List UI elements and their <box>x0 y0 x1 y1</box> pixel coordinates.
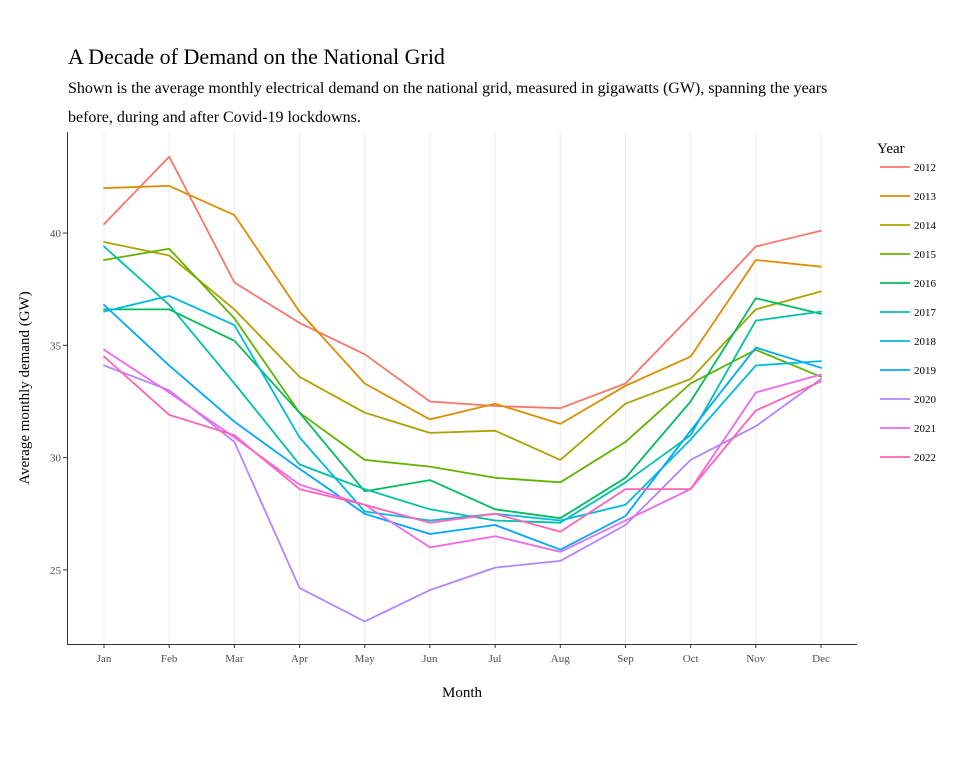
x-tick-label-sep: Sep <box>617 653 634 665</box>
legend-label-2021: 2021 <box>914 423 936 435</box>
y-tick-label-30: 30 <box>50 453 62 465</box>
series-line-2016 <box>103 297 822 520</box>
y-tick-label-25: 25 <box>50 565 62 577</box>
legend-label-2012: 2012 <box>914 162 936 174</box>
x-tick-label-oct: Oct <box>683 653 699 665</box>
series-line-2013 <box>103 184 822 425</box>
x-axis-title: Month <box>442 685 483 701</box>
legend-label-2017: 2017 <box>914 307 937 319</box>
x-tick-label-nov: Nov <box>746 653 765 665</box>
legend: Year 2012 2013 2014 2015 2016 2017 2018 2019 202… <box>877 141 937 464</box>
y-tick-label-35: 35 <box>50 340 62 352</box>
series-line-2015 <box>103 247 822 484</box>
series-line-2022 <box>103 355 822 533</box>
x-tick-label-jan: Jan <box>97 653 112 665</box>
y-axis-title: Average monthly demand (GW) <box>17 291 33 484</box>
x-tick-label-aug: Aug <box>551 653 570 665</box>
chart-title: A Decade of Demand on the National Grid <box>68 44 445 69</box>
x-tick-label-jul: Jul <box>489 653 502 665</box>
series-line-2019 <box>103 303 822 551</box>
series-line-2014 <box>103 241 822 461</box>
tick-layer: Jan Feb Mar Apr May Jun Jul Aug Sep Oct Nov Dec 25 30… <box>50 228 830 665</box>
grid-layer <box>103 132 822 644</box>
legend-label-2019: 2019 <box>914 365 937 377</box>
x-tick-label-may: May <box>355 653 376 665</box>
axis-layer <box>67 132 857 645</box>
legend-label-2013: 2013 <box>914 191 937 203</box>
series-line-2012 <box>103 155 822 410</box>
series-line-2017 <box>103 245 822 524</box>
legend-title: Year <box>877 141 905 157</box>
x-tick-label-apr: Apr <box>291 653 308 665</box>
series-line-2020 <box>103 364 822 623</box>
legend-label-2014: 2014 <box>914 220 937 232</box>
x-tick-label-jun: Jun <box>422 653 438 665</box>
x-tick-label-dec: Dec <box>812 653 830 665</box>
legend-label-2018: 2018 <box>914 336 937 348</box>
x-tick-label-mar: Mar <box>225 653 244 665</box>
chart-subtitle: Shown is the average monthly electrical … <box>68 80 828 126</box>
x-tick-label-feb: Feb <box>161 653 178 665</box>
legend-label-2022: 2022 <box>914 452 936 464</box>
y-tick-label-40: 40 <box>50 228 62 240</box>
legend-label-2016: 2016 <box>914 278 937 290</box>
series-layer <box>103 155 822 623</box>
legend-label-2020: 2020 <box>914 394 937 406</box>
legend-label-2015: 2015 <box>914 249 937 261</box>
series-line-2018 <box>103 294 822 522</box>
series-line-2021 <box>103 348 822 553</box>
